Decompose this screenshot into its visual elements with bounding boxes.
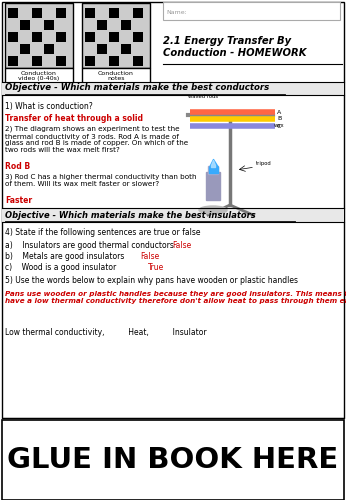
Bar: [2, 82, 344, 95]
Bar: [85, 8, 95, 18]
Text: 5) Use the words below to explain why pans have wooden or plastic handles: 5) Use the words below to explain why pa…: [5, 276, 298, 285]
Bar: [109, 56, 119, 66]
Bar: [121, 44, 131, 54]
Text: Faster: Faster: [5, 196, 32, 205]
Bar: [56, 32, 66, 42]
Text: A: A: [277, 110, 281, 114]
Text: Rod B: Rod B: [5, 162, 30, 171]
Bar: [133, 56, 143, 66]
Text: False: False: [140, 252, 159, 261]
Bar: [32, 32, 42, 42]
Bar: [8, 32, 18, 42]
Bar: [206, 172, 220, 200]
Text: Transfer of heat through a solid: Transfer of heat through a solid: [5, 114, 143, 123]
Bar: [5, 68, 73, 84]
Bar: [82, 3, 150, 68]
Text: tripod: tripod: [256, 161, 272, 166]
Text: waxed rods: waxed rods: [188, 94, 218, 99]
Bar: [8, 56, 18, 66]
Bar: [208, 166, 218, 174]
Bar: [20, 44, 30, 54]
Bar: [163, 2, 340, 20]
Bar: [133, 32, 143, 42]
Bar: [5, 3, 73, 68]
Bar: [85, 56, 95, 66]
Text: True: True: [148, 263, 164, 272]
Bar: [2, 420, 344, 500]
Bar: [32, 8, 42, 18]
Bar: [44, 20, 54, 30]
Text: Name:: Name:: [166, 10, 187, 14]
Text: Conduction
notes: Conduction notes: [98, 70, 134, 82]
Bar: [44, 44, 54, 54]
Bar: [133, 8, 143, 18]
Text: False: False: [172, 241, 191, 250]
Bar: [20, 20, 30, 30]
Bar: [82, 68, 150, 84]
Text: C: C: [277, 124, 281, 128]
Bar: [56, 8, 66, 18]
Text: 2.1 Energy Transfer By
Conduction - HOMEWORK: 2.1 Energy Transfer By Conduction - HOME…: [163, 36, 307, 58]
Text: GLUE IN BOOK HERE: GLUE IN BOOK HERE: [7, 446, 339, 474]
Text: Objective - Which materials make the best insulators: Objective - Which materials make the bes…: [5, 210, 256, 220]
Text: 2) The diagram shows an experiment to test the
thermal conductivity of 3 rods. R: 2) The diagram shows an experiment to te…: [5, 126, 188, 154]
Text: B: B: [277, 116, 281, 121]
Bar: [2, 2, 344, 418]
Bar: [109, 32, 119, 42]
Text: Conduction
video (0-40s): Conduction video (0-40s): [18, 70, 60, 82]
Text: 4) State if the following sentences are true or false: 4) State if the following sentences are …: [5, 228, 200, 237]
Text: Low thermal conductivity,          Heat,          Insulator: Low thermal conductivity, Heat, Insulato…: [5, 328, 207, 337]
Text: c)    Wood is a good insulator: c) Wood is a good insulator: [5, 263, 116, 272]
Text: wax: wax: [274, 123, 285, 128]
Ellipse shape: [199, 206, 227, 214]
Bar: [121, 20, 131, 30]
Bar: [56, 56, 66, 66]
Bar: [32, 56, 42, 66]
Text: Pans use wooden or plastic handles because they are good insulators. This means : Pans use wooden or plastic handles becau…: [5, 291, 346, 304]
Bar: [2, 208, 344, 222]
Bar: [8, 8, 18, 18]
Bar: [97, 20, 107, 30]
Bar: [85, 32, 95, 42]
Text: a)    Insulators are good thermal conductors: a) Insulators are good thermal conductor…: [5, 241, 174, 250]
Text: 1) What is conduction?: 1) What is conduction?: [5, 102, 93, 111]
Text: Objective - Which materials make the best conductors: Objective - Which materials make the bes…: [5, 82, 269, 92]
Text: 3) Rod C has a higher thermal conductivity than both
of them. Will its wax melt : 3) Rod C has a higher thermal conductivi…: [5, 174, 197, 188]
Text: b)    Metals are good insulators: b) Metals are good insulators: [5, 252, 124, 261]
Bar: [97, 44, 107, 54]
Bar: [109, 8, 119, 18]
